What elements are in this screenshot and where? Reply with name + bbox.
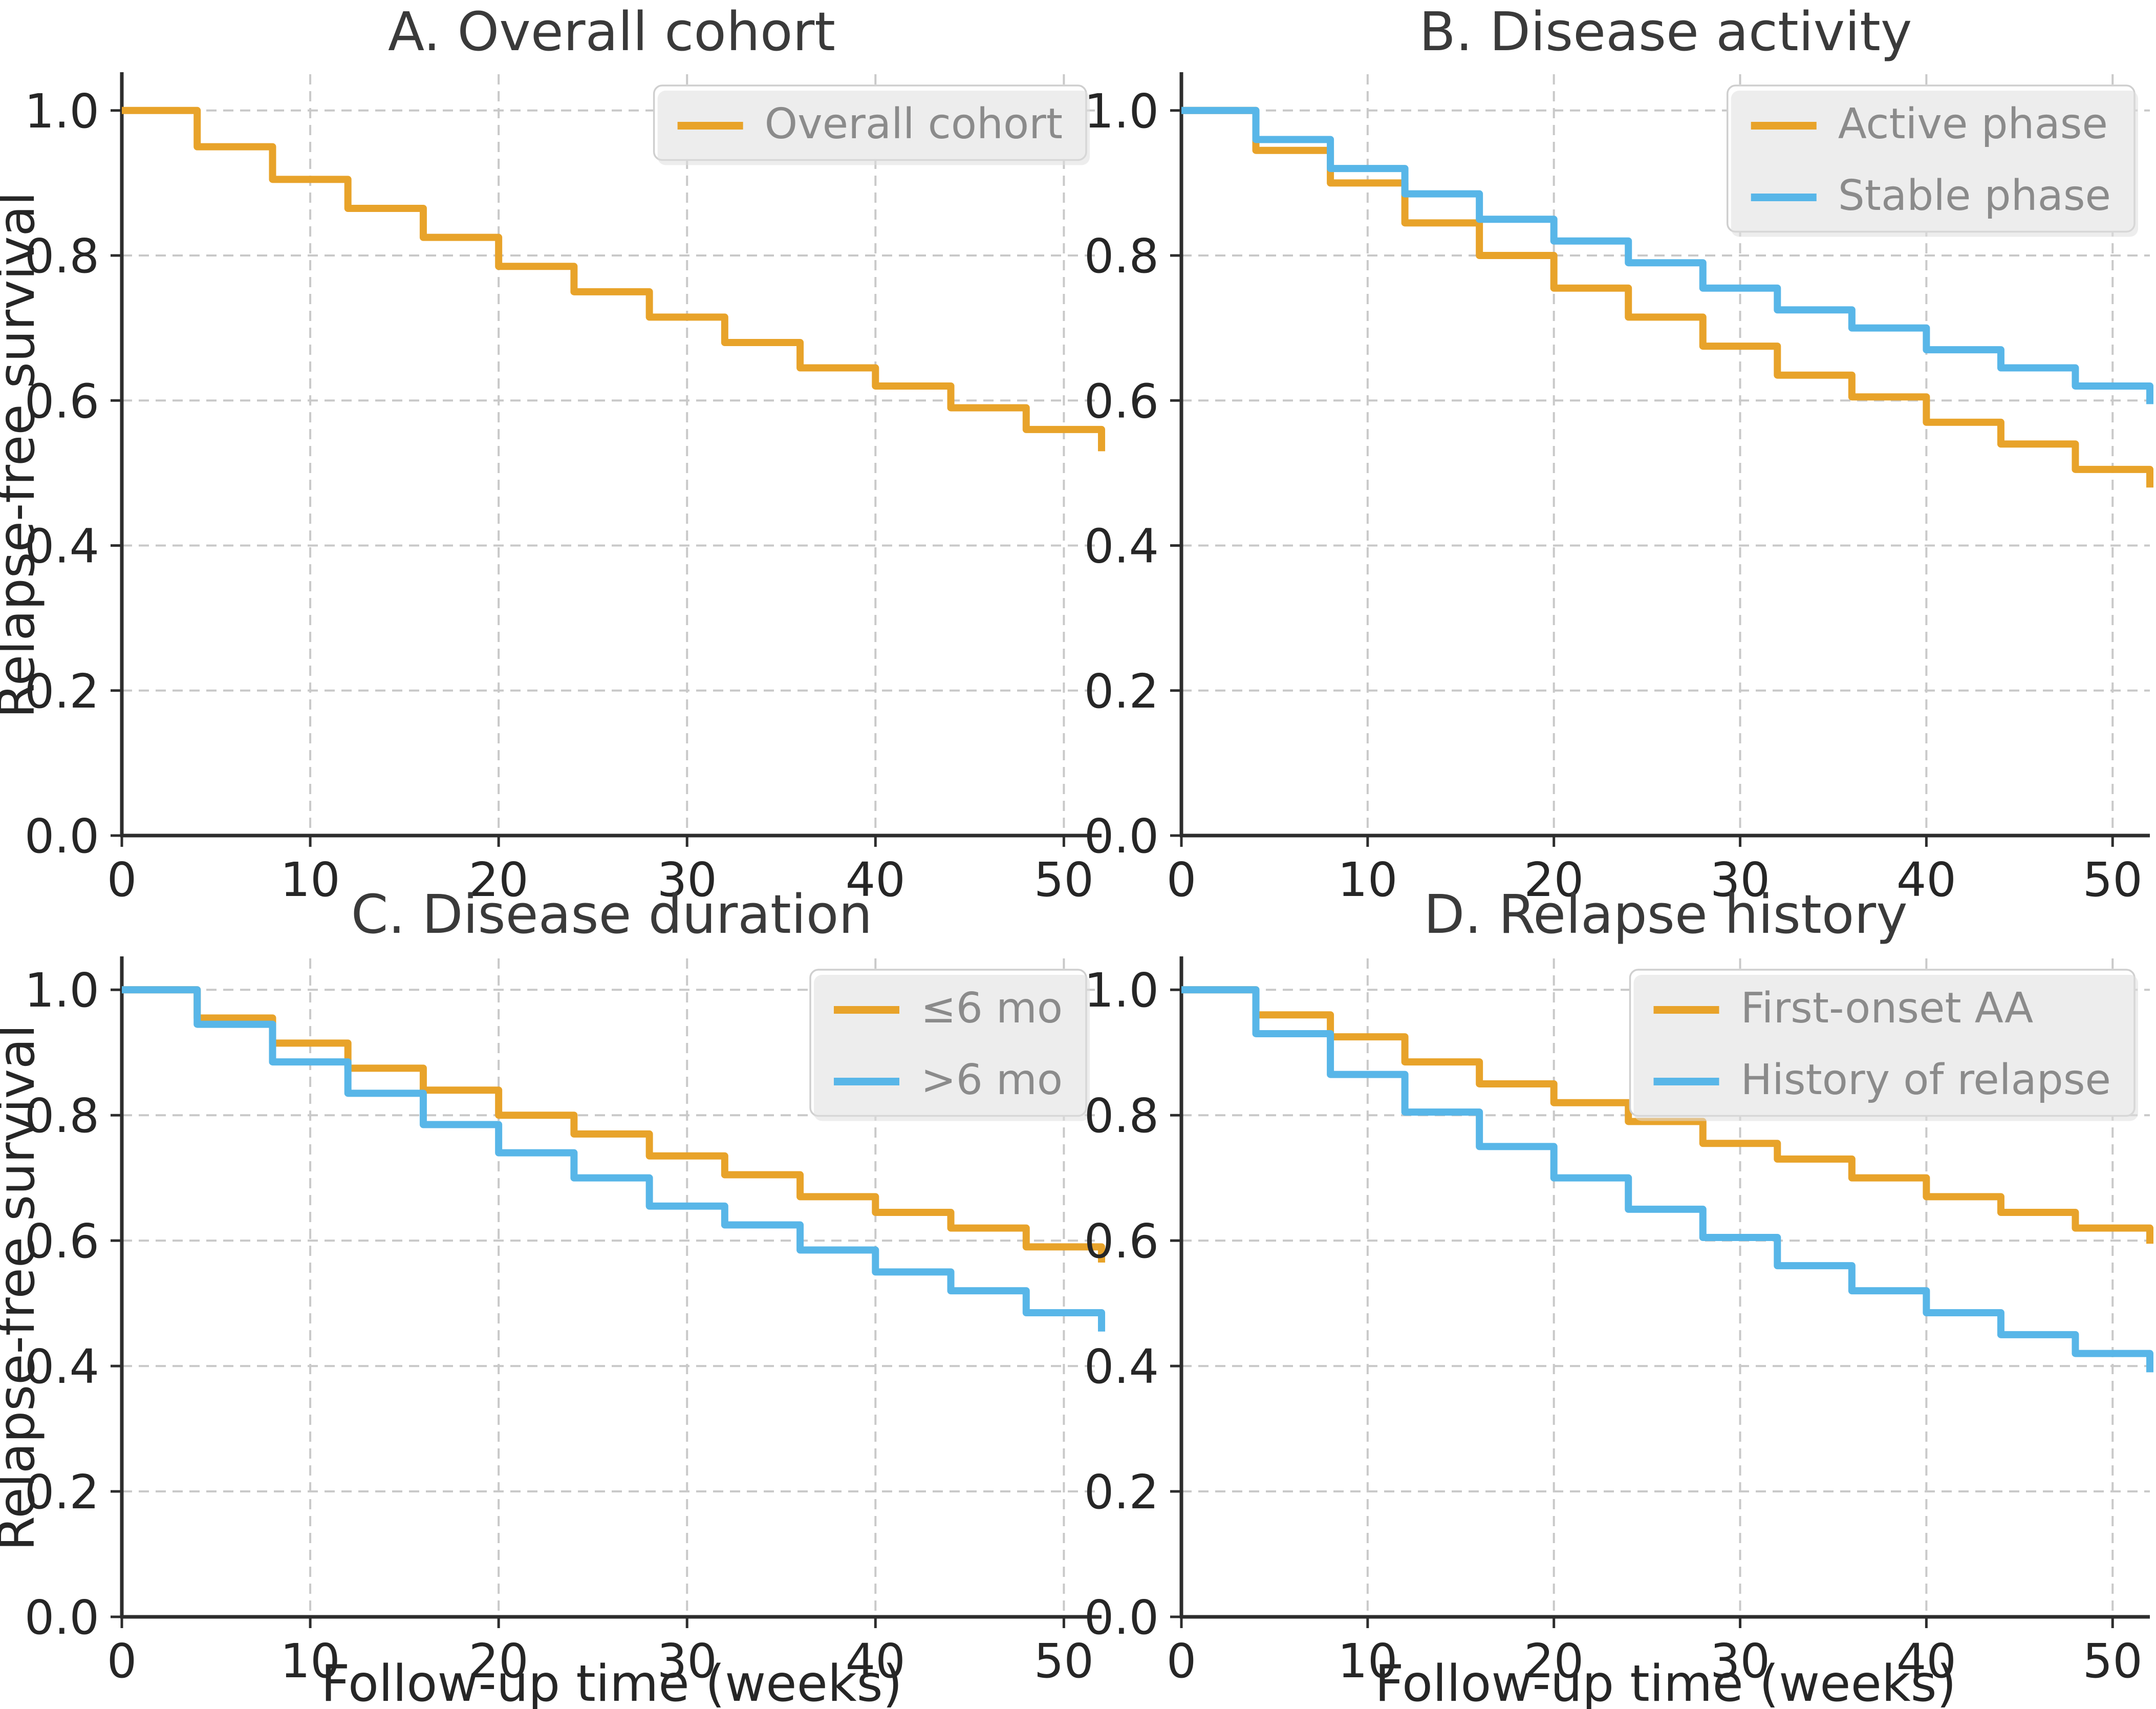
y-tick-label: 0.6 <box>25 1214 99 1269</box>
km-curve-stable-phase <box>1181 106 2153 404</box>
y-tick-label: 0.8 <box>1084 1088 1159 1143</box>
tick-marks <box>1170 988 2114 1628</box>
x-tick-label: 0 <box>107 1634 137 1689</box>
x-tick-label: 20 <box>469 1634 529 1689</box>
legend: Overall cohort <box>653 84 1090 165</box>
y-tick-label: 0.8 <box>25 229 99 284</box>
tick-marks <box>111 988 1065 1628</box>
x-tick-label: 30 <box>1710 1634 1770 1689</box>
x-tick-label: 20 <box>1524 852 1584 907</box>
x-tick-label: 20 <box>1524 1634 1584 1689</box>
y-tick-label: 0.8 <box>25 1088 99 1143</box>
km-curve-overall-cohort <box>122 106 1105 452</box>
x-tick-label: 10 <box>281 852 340 907</box>
legend: Active phaseStable phase <box>1727 84 2138 237</box>
y-tick-label: 0.6 <box>1084 1214 1159 1269</box>
y-tick-label: 0.8 <box>1084 229 1159 284</box>
x-tick-label: 50 <box>2083 852 2143 907</box>
x-tick-label: 30 <box>1710 852 1770 907</box>
y-axis-label: Relapse-free survival <box>0 1024 46 1551</box>
y-tick-label: 0.2 <box>25 664 99 719</box>
km-curve-first-onset-aa <box>1181 986 2153 1244</box>
panel-title: C. Disease duration <box>351 883 872 946</box>
x-tick-label: 40 <box>846 852 905 907</box>
tick-marks <box>1170 109 2114 847</box>
legend: First-onset AAHistory of relapse <box>1629 969 2138 1121</box>
legend-shadow <box>657 91 1090 165</box>
km-curve-history-of-relapse <box>1181 986 2153 1373</box>
x-tick-label: 10 <box>281 1634 340 1689</box>
y-tick-label: 0.0 <box>25 809 99 864</box>
axes-spines <box>1179 956 2150 1619</box>
legend-shadow <box>1731 91 2138 237</box>
x-tick-label: 40 <box>1896 852 1956 907</box>
y-axis-label: Relapse-free survival <box>0 191 46 718</box>
y-tick-label: 0.6 <box>1084 374 1159 429</box>
y-tick-label: 0.0 <box>1084 809 1159 864</box>
x-tick-label: 40 <box>1896 1634 1956 1689</box>
panel-title: A. Overall cohort <box>388 1 835 63</box>
panel-d: 0 10 20 30 40 50 0.0 0.2 0.4 0.6 0.8 1.0 D. Relapse … <box>1084 883 2153 1709</box>
y-tick-label: 1.0 <box>25 963 99 1018</box>
y-tick-label: 0.0 <box>1084 1590 1159 1645</box>
y-tick-label: 0.2 <box>1084 664 1159 719</box>
x-axis-label: Follow-up time (weeks) <box>1375 1655 1956 1709</box>
panel-title: B. Disease activity <box>1419 1 1912 63</box>
panel-a: 0 10 20 30 40 50 0.0 0.2 0.4 0.6 0.8 1.0 A. Overall … <box>0 1 1105 907</box>
y-tick-label: 1.0 <box>1084 963 1159 1018</box>
x-tick-label: 30 <box>657 1634 717 1689</box>
km-curve--6-mo <box>122 986 1105 1263</box>
x-tick-label: 0 <box>107 852 137 907</box>
axes-spines <box>120 956 1102 1619</box>
x-tick-label: 20 <box>469 852 529 907</box>
y-tick-label: 0.0 <box>25 1590 99 1645</box>
panel-title: D. Relapse history <box>1424 883 1907 946</box>
y-tick-label: 0.4 <box>1084 519 1159 574</box>
legend: ≤6 mo>6 mo <box>809 969 1090 1121</box>
x-tick-label: 40 <box>846 1634 905 1689</box>
y-tick-label: 0.4 <box>25 519 99 574</box>
tick-marks <box>111 109 1065 847</box>
legend-shadow <box>1633 975 2138 1121</box>
km-curve--6-mo <box>122 986 1105 1332</box>
x-tick-label: 0 <box>1167 1634 1197 1689</box>
y-tick-label: 1.0 <box>1084 84 1159 139</box>
y-tick-label: 0.4 <box>1084 1339 1159 1394</box>
x-axis-label: Follow-up time (weeks) <box>321 1655 902 1709</box>
legend-shadow <box>814 975 1090 1121</box>
y-tick-label: 0.4 <box>25 1339 99 1394</box>
x-tick-label: 50 <box>2083 1634 2143 1689</box>
panel-b: 0 10 20 30 40 50 0.0 0.2 0.4 0.6 0.8 1.0 B. Disease … <box>1084 1 2153 907</box>
x-tick-label: 50 <box>1034 852 1094 907</box>
axes-spines <box>120 72 1102 838</box>
axes-spines <box>1179 72 2150 838</box>
y-tick-label: 0.2 <box>1084 1465 1159 1520</box>
km-curve-active-phase <box>1181 106 2153 488</box>
y-tick-label: 1.0 <box>25 84 99 139</box>
x-tick-label: 50 <box>1034 1634 1094 1689</box>
x-tick-label: 0 <box>1167 852 1197 907</box>
y-tick-label: 0.6 <box>25 374 99 429</box>
panel-c: 0 10 20 30 40 50 0.0 0.2 0.4 0.6 0.8 1.0 C. Disease … <box>0 883 1105 1709</box>
y-tick-label: 0.2 <box>25 1465 99 1520</box>
x-tick-label: 10 <box>1338 1634 1397 1689</box>
x-tick-label: 30 <box>657 852 717 907</box>
x-tick-label: 10 <box>1338 852 1397 907</box>
